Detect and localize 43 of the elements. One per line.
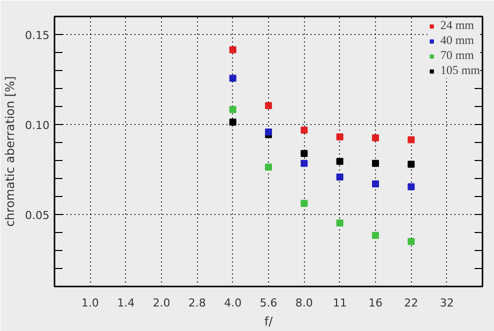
point [229, 46, 236, 54]
point [408, 160, 415, 168]
y-tick-label: 0.05 [25, 209, 50, 222]
point [372, 160, 379, 167]
point [300, 150, 308, 157]
point [265, 164, 272, 171]
x-tick-label: 8.0 [295, 296, 313, 310]
point [229, 74, 236, 82]
point [300, 200, 308, 207]
x-tick-label: 5.6 [260, 296, 278, 310]
point [336, 174, 344, 181]
point [336, 158, 344, 165]
point [300, 126, 308, 134]
legend-label: 24 mm [440, 18, 474, 33]
point [408, 136, 415, 144]
y-tick-label: 0.15 [25, 29, 50, 42]
x-tick-label: 16 [368, 296, 382, 310]
legend-label: 40 mm [440, 33, 474, 48]
x-tick-label: 1.4 [117, 296, 135, 310]
x-tick-label: 32 [440, 296, 454, 310]
x-tick-label: 11 [332, 296, 347, 310]
point [265, 128, 272, 136]
x-axis-title: f/ [264, 314, 274, 328]
point [408, 183, 415, 190]
point [229, 106, 236, 114]
x-tick-label: 2.0 [152, 296, 170, 310]
legend-label: 105 mm [440, 63, 480, 78]
x-tick-label: 22 [404, 296, 418, 310]
point [336, 133, 344, 140]
point [372, 180, 379, 188]
x-tick-label: 1.0 [81, 296, 99, 310]
x-tick-label: 2.8 [188, 296, 206, 310]
y-axis-title: chromatic aberration [%] [3, 76, 18, 227]
point [229, 118, 236, 126]
point [372, 134, 379, 142]
point [408, 238, 415, 245]
point [372, 232, 379, 239]
point [265, 102, 272, 110]
point [336, 219, 344, 226]
x-tick-label: 4.0 [224, 296, 242, 310]
point [300, 160, 308, 167]
legend-label: 70 mm [440, 48, 474, 63]
y-tick-label: 0.10 [25, 119, 50, 132]
